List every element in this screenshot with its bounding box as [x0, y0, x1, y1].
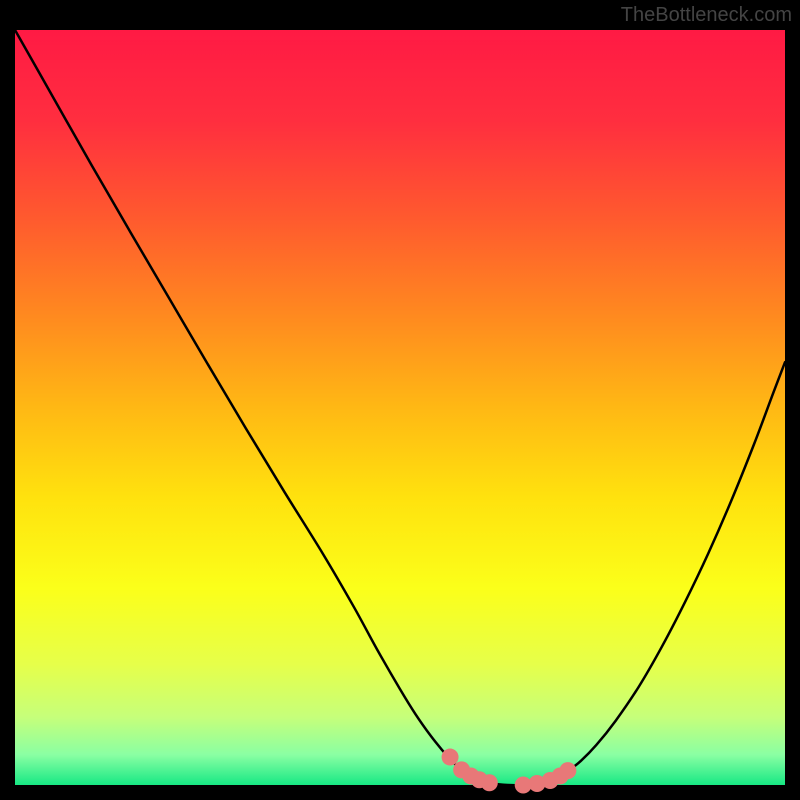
- watermark-text: TheBottleneck.com: [621, 4, 792, 27]
- curve-marker: [442, 749, 459, 766]
- bottleneck-curve-chart: [0, 0, 800, 800]
- gradient-plot-area: [15, 30, 785, 785]
- chart-container: TheBottleneck.com: [0, 0, 800, 800]
- curve-marker: [481, 774, 498, 791]
- curve-marker: [559, 762, 576, 779]
